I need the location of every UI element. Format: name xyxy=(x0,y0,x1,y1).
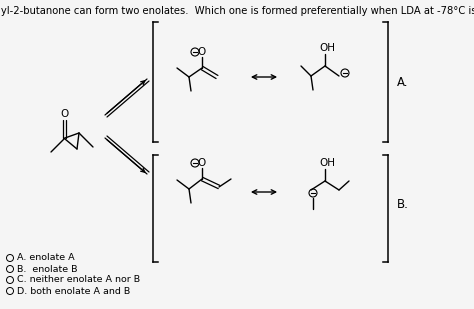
Text: A. enolate A: A. enolate A xyxy=(17,253,74,263)
Text: 3-methyl-2-butanone can form two enolates.  Which one is formed preferentially w: 3-methyl-2-butanone can form two enolate… xyxy=(0,6,474,16)
Text: OH: OH xyxy=(319,43,335,53)
Text: O: O xyxy=(61,109,69,119)
Text: D. both enolate A and B: D. both enolate A and B xyxy=(17,286,130,295)
Text: B.: B. xyxy=(397,198,409,211)
Text: A.: A. xyxy=(397,75,409,88)
Text: C. neither enolate A nor B: C. neither enolate A nor B xyxy=(17,276,140,285)
Text: B.  enolate B: B. enolate B xyxy=(17,265,78,273)
Text: OH: OH xyxy=(319,158,335,168)
Text: O: O xyxy=(198,158,206,168)
Text: O: O xyxy=(198,47,206,57)
